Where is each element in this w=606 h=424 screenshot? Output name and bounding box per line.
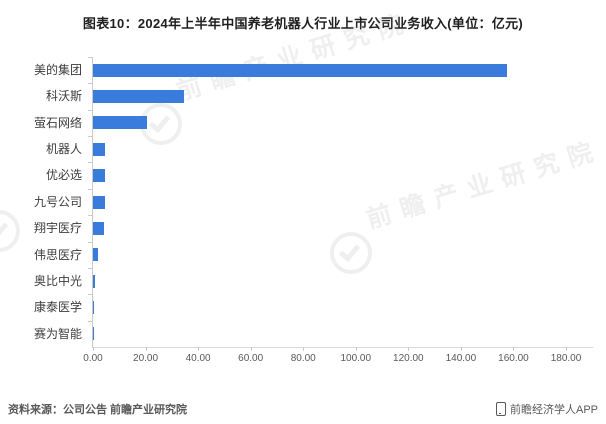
y-axis-tick [88,267,92,269]
y-axis-tick [88,162,92,164]
category-label: 美的集团 [33,63,82,77]
brand-label: 前瞻经济学人APP [509,404,598,416]
x-axis-tick-label: 80.00 [290,353,316,364]
category-label: 萤石网络 [33,115,82,130]
y-axis-tick [88,320,92,322]
chart-title: 图表10：2024年上半年中国养老机器人行业上市公司业务收入(单位：亿元) [82,16,524,31]
y-axis-tick [88,241,92,243]
bar-美的集团 [93,63,508,77]
bar-翔宇医疗 [93,221,104,235]
x-axis-tick-label: 60.00 [238,353,264,364]
y-axis-labels: 美的集团科沃斯萤石网络机器人优必选九号公司翔宇医疗伟思医疗奥比中光康泰医学赛为智… [0,57,86,347]
category-label: 科沃斯 [45,89,82,104]
x-axis-tick-label: 180.00 [550,353,582,364]
y-axis-tick [88,109,92,111]
brand-note: 前瞻经济学人APP [495,401,598,417]
category-label: 康泰医学 [33,300,82,315]
x-axis-tick [250,347,252,351]
x-axis-tick-label: 160.00 [498,353,529,364]
category-label: 九号公司 [33,194,82,209]
bar-伟思医疗 [93,248,99,262]
bar-奥比中光 [93,274,96,288]
x-axis-tick [408,347,410,351]
x-axis-tick [303,347,305,351]
y-axis-tick [88,136,92,138]
bar-康泰医学 [93,300,94,314]
x-axis-tick [198,347,200,351]
x-axis-tick-label: 100.00 [340,353,372,364]
bar-萤石网络 [93,116,148,130]
bar-科沃斯 [93,90,184,104]
x-axis-tick [145,347,147,351]
y-axis-tick [88,57,92,58]
category-label: 奥比中光 [33,273,82,288]
y-axis-tick [88,188,92,190]
source-note: 资料来源：公司公告 前瞻产业研究院 [8,404,188,416]
y-axis-tick [88,215,92,217]
y-axis-tick [88,83,92,85]
category-label: 赛为智能 [33,326,82,341]
x-axis-tick-label: 40.00 [185,353,211,364]
x-axis-tick-label: 140.00 [445,353,477,364]
bar-九号公司 [93,195,106,209]
x-axis-tick [93,347,94,351]
category-label: 伟思医疗 [33,247,82,262]
x-axis-tick-label: 0.00 [83,353,103,364]
category-label: 优必选 [45,168,82,183]
bar-机器人 [93,142,105,156]
x-axis-tick [566,347,567,351]
phone-icon [495,402,506,416]
plot-area: 0.00 20.00 40.00 60.00 80.00 100.00 120.00 140.… [83,57,593,364]
x-axis-tick [460,347,462,351]
x-axis-tick [513,347,515,351]
category-label: 翔宇医疗 [33,221,82,236]
bar-优必选 [93,169,106,183]
x-axis-tick [355,347,357,351]
x-axis-tick-label: 120.00 [393,353,424,364]
category-label: 机器人 [45,142,82,157]
x-axis-tick-label: 20.00 [133,353,159,364]
y-axis-tick [88,294,92,296]
